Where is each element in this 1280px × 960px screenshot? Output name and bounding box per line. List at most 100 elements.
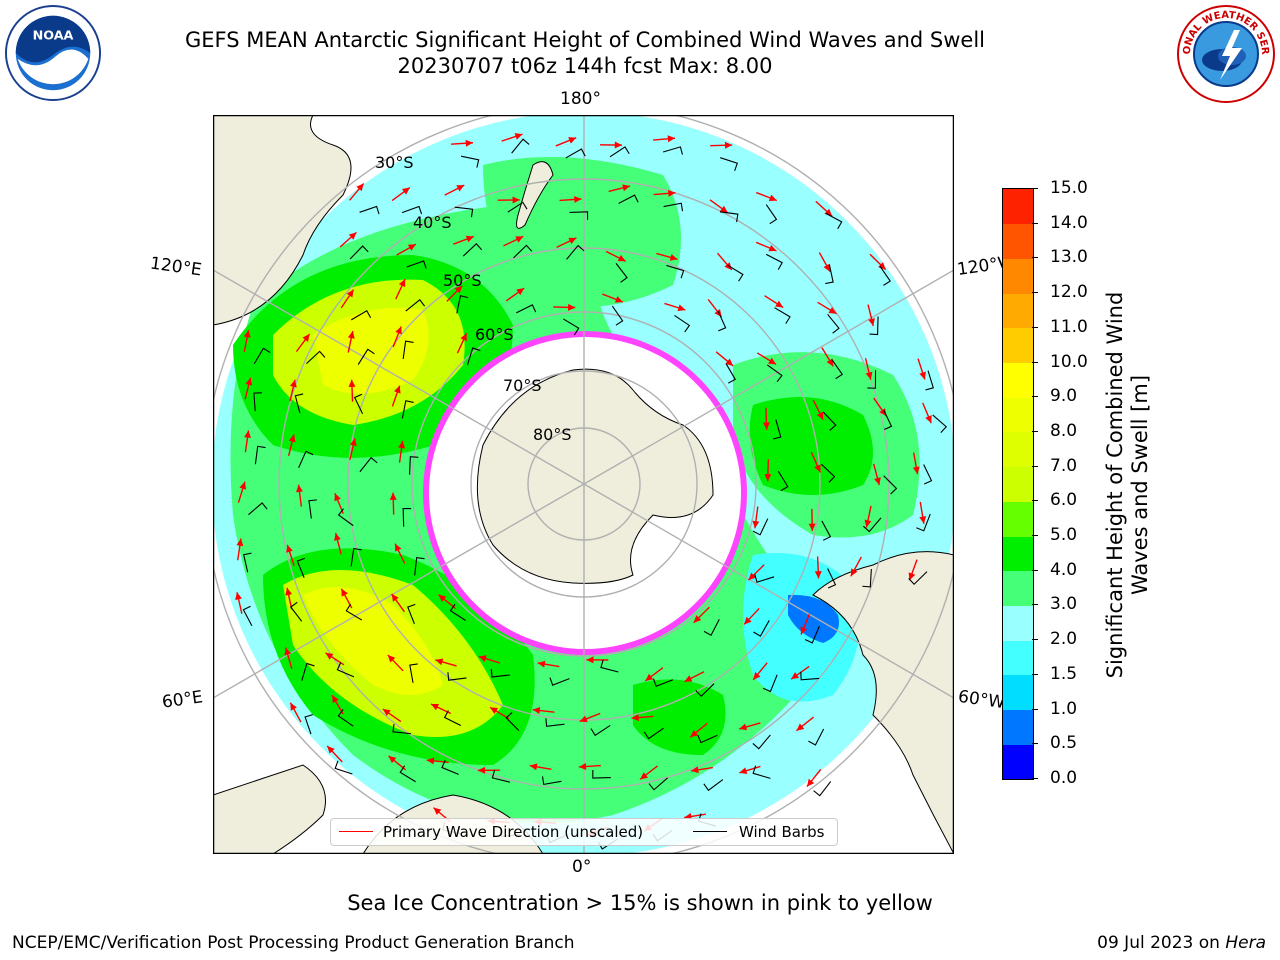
wave-arrow-head	[748, 572, 757, 581]
colorbar-tick-label: 10.0	[1032, 353, 1088, 371]
wave-arrow-head	[391, 593, 399, 602]
wave-arrow-head	[334, 493, 341, 502]
colorbar-segment	[1003, 431, 1033, 468]
wind-barb	[449, 603, 466, 621]
colorbar-tick-label: 6.0	[1031, 491, 1077, 509]
wind-barb	[725, 363, 737, 384]
wave-arrow-head	[568, 237, 577, 245]
wind-barb	[490, 668, 510, 678]
wind-barb	[772, 419, 782, 440]
wave-arrow-head	[919, 371, 926, 380]
wind-barb	[402, 508, 412, 527]
colorbar-segment	[1003, 466, 1033, 502]
wave-arrow-head	[460, 333, 467, 342]
lat-label-30s: 30°S	[375, 153, 414, 172]
wave-arrow-head	[823, 263, 831, 272]
wind-barb	[643, 727, 664, 740]
wave-arrow-head	[302, 333, 310, 342]
wave-arrow-head	[808, 523, 816, 531]
wind-barb	[541, 776, 562, 786]
wind-barb	[765, 204, 778, 225]
wave-arrow-head	[762, 422, 770, 430]
wave-arrow-head	[515, 236, 524, 243]
wave-arrow-head	[239, 481, 247, 490]
wave-arrow-head	[806, 778, 815, 787]
colorbar-segment	[1003, 223, 1033, 259]
wave-arrow-head	[478, 655, 487, 662]
wave-arrow-head	[290, 702, 297, 711]
wave-arrow-head	[739, 767, 748, 775]
wind-barb	[867, 370, 877, 389]
wave-arrow-head	[244, 430, 251, 439]
legend-wind-barbs-swatch	[693, 831, 727, 832]
wind-barb	[827, 568, 837, 589]
wave-arrow-head	[532, 707, 541, 714]
colorbar-tick-label: 7.0	[1031, 457, 1077, 475]
colorbar-tick-label: 12.0	[1032, 283, 1088, 301]
wind-barb	[825, 264, 834, 285]
wind-barb	[294, 393, 304, 414]
wave-arrow-head	[865, 371, 873, 380]
wave-arrow-head	[739, 723, 748, 731]
wave-arrow-head	[617, 254, 626, 262]
wind-barb	[923, 464, 933, 485]
wind-barb	[697, 734, 718, 744]
colorbar-segment	[1003, 501, 1033, 537]
wave-arrow-head	[631, 714, 639, 722]
colorbar-segment	[1003, 189, 1033, 225]
wave-arrow-head	[438, 594, 447, 602]
wind-barb	[752, 765, 771, 779]
wave-arrow-head	[347, 331, 355, 339]
wind-barb	[719, 211, 739, 223]
map-border	[213, 115, 954, 854]
wave-arrow-head	[433, 807, 442, 815]
wind-barb	[242, 605, 253, 626]
wind-barb	[253, 347, 271, 365]
wind-barb	[306, 350, 326, 365]
wind-barb	[513, 244, 533, 259]
wave-arrow-head	[394, 385, 401, 394]
wind-barb	[822, 411, 837, 431]
lat-label-40s: 40°S	[413, 213, 452, 232]
wave-arrow-head	[567, 303, 576, 311]
wind-barb	[298, 450, 314, 468]
wave-arrow-head	[236, 538, 244, 547]
wave-arrow-head	[401, 187, 410, 195]
wave-arrow-head	[614, 141, 622, 149]
wave-arrow-head	[389, 492, 397, 500]
colorbar-segment	[1003, 327, 1033, 364]
nws-logo: NATIONAL WEATHER SERVICE	[1176, 4, 1275, 103]
wave-arrow-head	[693, 615, 702, 623]
wind-barb	[720, 157, 739, 171]
wave-arrow-head	[288, 434, 296, 443]
wave-arrow-head	[430, 703, 439, 711]
wind-barb	[879, 265, 891, 286]
wave-arrow-head	[435, 658, 444, 666]
wave-arrow-head	[752, 520, 760, 529]
colorbar-tick-label: 0.0	[1031, 769, 1077, 787]
wave-arrow-head	[814, 571, 822, 579]
wind-barb	[703, 619, 720, 636]
wave-arrow-head	[332, 695, 339, 704]
wave-arrow-head	[454, 285, 463, 294]
antarctica-landmass	[476, 368, 714, 584]
wind-barb	[243, 552, 252, 573]
wind-barb	[414, 556, 425, 576]
wind-barb	[304, 714, 313, 735]
wind-barb	[804, 626, 820, 644]
legend-wave-direction-label: Primary Wave Direction (unscaled)	[383, 823, 644, 841]
wind-barb	[618, 194, 639, 204]
wave-arrow-head	[382, 709, 391, 717]
wave-arrow-head	[775, 300, 784, 308]
wave-arrow-head	[348, 232, 357, 240]
wind-barb	[590, 724, 611, 737]
wave-arrow-head	[864, 519, 872, 528]
wind-barb	[566, 244, 585, 260]
wave-arrow-head	[516, 288, 525, 296]
wind-barb	[334, 760, 353, 775]
wind-barb	[409, 663, 418, 683]
wave-arrow-head	[768, 357, 777, 365]
wind-barb	[813, 781, 832, 797]
wave-arrow-head	[395, 543, 402, 552]
wave-arrow-head	[826, 358, 834, 367]
